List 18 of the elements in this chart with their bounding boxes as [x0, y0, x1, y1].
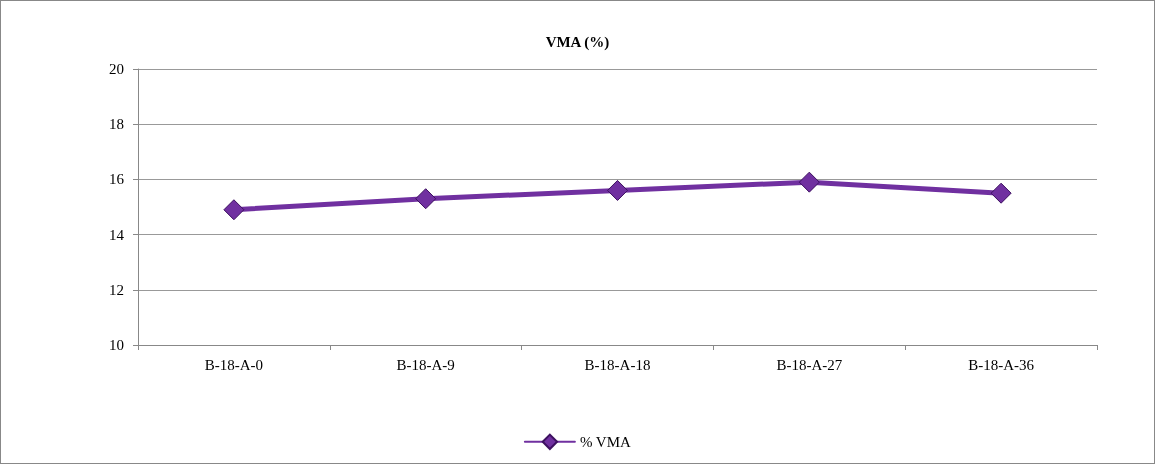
- y-tick-label: 16: [109, 171, 125, 188]
- point: [990, 182, 1012, 204]
- y-tick-label: 12: [109, 281, 124, 298]
- y-tick-label: 14: [109, 226, 125, 243]
- x-tick-label: B-18-A-0: [204, 356, 264, 373]
- y-tick-label: 20: [109, 61, 124, 77]
- legend-label: % VMA: [579, 433, 632, 450]
- x-tick-label: B-18-A-27: [776, 356, 843, 373]
- x-tick-label: B-18-A-18: [584, 356, 651, 373]
- x-tick-label: B-18-A-36: [968, 356, 1035, 373]
- point: [607, 179, 628, 201]
- point: [798, 171, 820, 193]
- x-tick-label: B-18-A-9: [396, 356, 455, 373]
- y-tick-label: 10: [109, 337, 124, 353]
- point: [223, 199, 245, 221]
- y-tick-label: 18: [109, 116, 124, 133]
- point: [415, 188, 437, 210]
- chart-title: VMA (%): [545, 33, 610, 51]
